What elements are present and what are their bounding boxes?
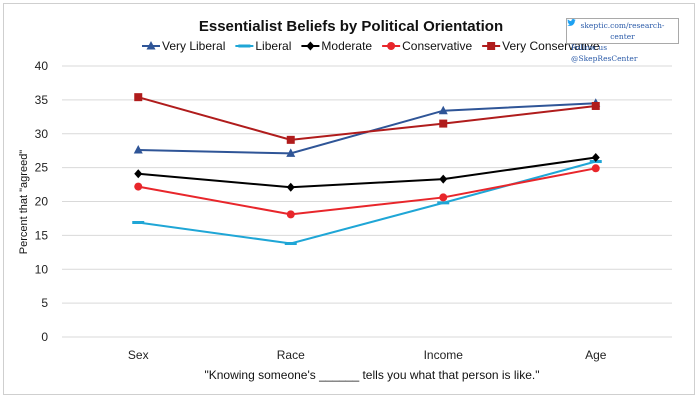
credit-follow: Follow us @SkepResCenter (567, 19, 674, 64)
legend-item-conservative: Conservative (382, 39, 472, 53)
data-point-liberal-sex (132, 221, 145, 225)
series-liberal (132, 160, 602, 246)
series-conservative (134, 164, 600, 219)
data-point-moderate-income (439, 174, 448, 184)
data-point-conservative-sex (134, 182, 143, 191)
data-point-moderate-sex (134, 169, 143, 179)
legend-marker (146, 41, 156, 50)
data-point-moderate-age (591, 152, 600, 162)
data-point-moderate-race (286, 182, 295, 192)
chart-gridlines (62, 65, 672, 338)
legend-label: Moderate (321, 39, 372, 53)
series-line-conservative (138, 167, 596, 216)
data-point-very-conservative-race (286, 135, 295, 144)
x-tick-label-sex: Sex (128, 348, 149, 362)
y-tick-label: 15 (35, 228, 49, 242)
data-point-conservative-race (286, 210, 295, 219)
data-point-very-conservative-sex (134, 93, 143, 102)
series-very-liberal (133, 98, 601, 157)
credit-box: skeptic.com/research-center Follow us @S… (566, 18, 679, 63)
chart-legend: Very Liberal Liberal Moderate Conservative V… (142, 39, 600, 53)
series-moderate (134, 152, 600, 192)
chart-title: Essentialist Beliefs by Political Orient… (199, 18, 503, 35)
data-point-liberal-race (284, 242, 297, 246)
credit-follow-text: Follow us @SkepResCenter (571, 43, 638, 63)
legend-item-moderate: Moderate (301, 39, 372, 53)
y-axis-ticks: 0 5 10 15 20 25 30 35 40 (35, 59, 49, 344)
data-point-very-conservative-income (439, 119, 448, 128)
legend-item-very-liberal: Very Liberal (142, 39, 225, 53)
data-point-very-liberal-income (438, 105, 448, 115)
y-tick-label: 30 (35, 127, 49, 141)
x-tick-label-income: Income (424, 348, 464, 362)
y-axis-label: Percent that "agreed" (18, 150, 30, 255)
data-point-conservative-age (591, 164, 600, 173)
credit-url: skeptic.com/research-center (580, 21, 665, 41)
data-point-liberal-income (437, 201, 450, 205)
chart-frame (3, 3, 695, 395)
x-tick-label-age: Age (585, 348, 607, 362)
legend-item-liberal: Liberal (235, 39, 291, 53)
data-point-very-conservative-age (591, 101, 600, 110)
twitter-bird-icon (567, 19, 576, 26)
legend-label: Liberal (255, 39, 291, 53)
legend-label: Very Liberal (162, 39, 225, 53)
series-very-conservative (134, 93, 600, 144)
y-tick-label: 20 (35, 195, 49, 209)
legend-marker (306, 41, 315, 51)
y-tick-label: 35 (35, 93, 49, 107)
series-line-moderate (138, 156, 596, 189)
y-tick-label: 25 (35, 161, 49, 175)
x-axis-ticks: Sex Race Income Age (128, 348, 607, 362)
series-line-very-conservative (137, 96, 596, 141)
x-axis-label: "Knowing someone's ______ tells you what… (204, 368, 539, 382)
legend-marker (238, 44, 251, 48)
y-tick-label: 10 (35, 262, 49, 276)
series-line-liberal (138, 160, 597, 245)
chart-series (132, 93, 602, 246)
y-tick-label: 40 (35, 59, 49, 73)
data-point-very-liberal-sex (133, 145, 143, 154)
legend-marker (487, 42, 496, 50)
series-line-very-liberal (138, 102, 596, 155)
data-point-conservative-income (439, 193, 448, 202)
y-tick-label: 0 (41, 330, 48, 344)
x-tick-label-race: Race (277, 348, 305, 362)
y-tick-label: 5 (41, 296, 48, 310)
legend-marker (387, 42, 396, 50)
data-point-very-liberal-race (286, 148, 296, 157)
legend-label: Conservative (402, 39, 472, 53)
